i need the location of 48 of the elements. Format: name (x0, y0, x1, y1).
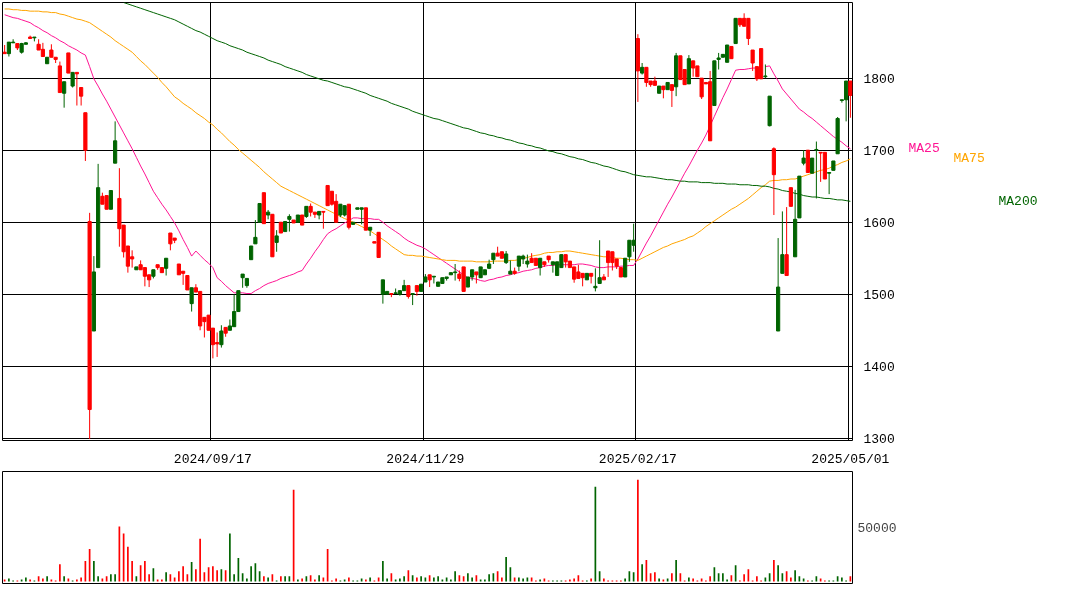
text: MA75 (953, 151, 985, 167)
candlestick (66, 52, 71, 74)
candlestick (746, 17, 751, 46)
candlestick (274, 229, 279, 253)
candlestick (589, 272, 594, 284)
x-tick-label: 2025/05/01 (811, 451, 890, 467)
candlestick (788, 187, 793, 207)
candlestick (321, 210, 326, 230)
text: 50000 (857, 521, 897, 536)
y-tick-label: 1500 (863, 287, 895, 303)
candlestick (368, 226, 373, 237)
candlestick (113, 120, 118, 164)
candlestick (550, 261, 555, 274)
candlestick (784, 206, 789, 277)
x-tick-label: 2024/09/17 (173, 451, 252, 467)
x-tick-label: 2025/02/17 (598, 451, 677, 467)
candlestick (848, 80, 853, 119)
candlestick (827, 172, 832, 195)
candlestick (678, 55, 683, 81)
candlestick (62, 81, 67, 109)
candlestick (142, 267, 147, 287)
candlestick (215, 331, 220, 358)
x-tick-label: 2024/11/29 (386, 451, 465, 467)
candlestick (818, 151, 823, 183)
y-tick-label: 1700 (863, 143, 895, 159)
candlestick (750, 49, 755, 72)
candlestick (380, 279, 385, 305)
text: MA200 (998, 193, 1038, 209)
y-tick-label: 1600 (863, 215, 895, 231)
candlestick (844, 80, 849, 122)
y-tick-label: 1400 (863, 359, 895, 375)
candlestick (219, 324, 224, 349)
text: MA25 (908, 141, 940, 157)
y-tick-label: 1300 (863, 431, 895, 447)
candlestick (325, 184, 330, 207)
candlestick (232, 293, 237, 328)
candlestick (593, 267, 598, 292)
candlestick (402, 279, 407, 292)
candlestick (644, 66, 649, 88)
candlestick (631, 223, 636, 253)
candlestick (623, 257, 628, 278)
candlestick (669, 84, 674, 108)
candlestick (814, 141, 819, 199)
candlestick (431, 275, 436, 284)
candlestick (610, 251, 615, 271)
candlestick (606, 250, 611, 278)
candlestick (189, 287, 194, 313)
y-tick-label: 1800 (863, 71, 895, 87)
